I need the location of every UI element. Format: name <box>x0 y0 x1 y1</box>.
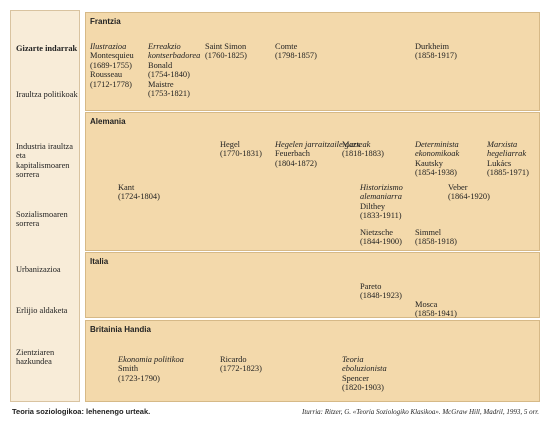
caption: Teoria soziologikoa: lehenengo urteak. <box>12 407 151 416</box>
school-label: alemaniarra <box>360 192 402 202</box>
entry-text: (1770-1831) <box>220 149 262 159</box>
entry-text: Feuerbach <box>275 149 310 159</box>
entry-text: (1723-1790) <box>118 373 160 383</box>
entry: Veber (1864-1920) <box>448 183 490 202</box>
school-label: kontserbadorea <box>148 51 201 61</box>
section-panel <box>85 12 540 111</box>
side-column <box>10 10 80 402</box>
section-title: Britainia Handia <box>90 325 151 334</box>
school-label: Historizismo <box>360 183 403 192</box>
school-label: Hegelen jarraitzaile gazteak <box>275 140 371 149</box>
side-label: Erlijio aldaketa <box>16 306 68 315</box>
entry: Ekonomia politikoa Smith (1723-1790) <box>118 355 184 383</box>
entry: Ricardo (1772-1823) <box>220 355 262 374</box>
entry-text: (1753-1821) <box>148 89 190 99</box>
entry-text: (1833-1911) <box>360 211 402 221</box>
side-label: Industria iraultza eta kapitalismoaren s… <box>16 142 73 180</box>
entry-text: (1724-1804) <box>118 192 160 202</box>
side-label: Urbanizazioa <box>16 265 61 274</box>
entry: Marx (1818-1883) <box>342 140 384 159</box>
entry-text: (1754-1840) <box>148 70 190 80</box>
entry: Nietzsche (1844-1900) <box>360 228 402 247</box>
entry-text: (1772-1823) <box>220 364 262 374</box>
school-label: eboluzionista <box>342 364 387 374</box>
section-title: Italia <box>90 257 109 266</box>
entry: Teoria eboluzionista Spencer (1820-1903) <box>342 355 387 393</box>
entry-text: Pareto <box>360 282 382 291</box>
entry-text: Dilthey <box>360 201 386 211</box>
entry-text: Hegel <box>220 140 240 149</box>
entry-text: (1858-1941) <box>415 309 457 319</box>
school-label: ekonomikoak <box>415 149 460 159</box>
entry: Pareto (1848-1923) <box>360 282 402 301</box>
entry: Simmel (1858-1918) <box>415 228 457 247</box>
entry-text: (1858-1917) <box>415 51 457 61</box>
entry: Hegelen jarraitzaile gazteak Feuerbach (18… <box>275 140 370 168</box>
entry: Durkheim (1858-1917) <box>415 42 457 61</box>
side-label: Zientziaren hazkundea <box>16 348 55 367</box>
school-label: Ilustrazioa <box>90 42 127 51</box>
entry-text: (1885-1971) <box>487 168 529 178</box>
entry: Ilustrazioa Montesquieu (1689-1755) Roussea… <box>90 42 134 89</box>
entry-text: (1760-1825) <box>205 51 247 61</box>
entry-text: Spencer <box>342 373 369 383</box>
entry-text: Marx <box>342 140 361 149</box>
school-label: Teoria <box>342 355 364 364</box>
side-label: Gizarte indarrak <box>16 44 78 53</box>
entry-text: (1858-1918) <box>415 237 457 247</box>
section-title: Frantzia <box>90 17 121 26</box>
entry-text: (1798-1857) <box>275 51 317 61</box>
section-panel <box>85 252 540 318</box>
entry: Determinista ekonomikoak Kautsky (1854-1938… <box>415 140 459 178</box>
entry-text: Nietzsche <box>360 228 394 237</box>
section-title: Alemania <box>90 117 126 126</box>
entry-text: (1854-1938) <box>415 168 457 178</box>
entry-text: Lukács <box>487 158 512 168</box>
entry-text: Durkheim <box>415 42 449 51</box>
entry: Historizismo alemaniarra Dilthey (1833-1911… <box>360 183 403 221</box>
source: Iturria: Ritzer, G. «Teoria Soziologiko … <box>302 408 539 416</box>
entry-text: Maistre <box>148 79 174 89</box>
entry: Saint Simon (1760-1825) <box>205 42 247 61</box>
entry-text: (1712-1778) <box>90 79 132 89</box>
side-label: Iraultza politikoak <box>16 90 78 99</box>
entry-text: (1689-1755) <box>90 60 132 70</box>
school-label: Determinista <box>415 140 459 149</box>
section-panel <box>85 112 540 251</box>
entry-text: Mosca <box>415 300 438 309</box>
side-label: Sozialismoaren sorrera <box>16 210 68 229</box>
entry-text: (1804-1872) <box>275 158 317 168</box>
entry-text: (1818-1883) <box>342 149 384 159</box>
school-label: Marxista <box>487 140 518 149</box>
entry-text: (1844-1900) <box>360 237 402 247</box>
school-label: Erreakzio <box>148 42 181 51</box>
entry: Hegel (1770-1831) <box>220 140 262 159</box>
entry: Mosca (1858-1941) <box>415 300 457 319</box>
entry-text: Smith <box>118 364 139 374</box>
section-panel <box>85 320 540 402</box>
entry-text: (1820-1903) <box>342 383 384 393</box>
entry-text: Rousseau <box>90 70 123 80</box>
entry-text: (1864-1920) <box>448 192 490 202</box>
entry-text: Bonald <box>148 60 173 70</box>
entry-text: Ricardo <box>220 355 247 364</box>
entry-text: Veber <box>448 183 468 192</box>
entry-text: Montesquieu <box>90 51 134 61</box>
entry: Kant (1724-1804) <box>118 183 160 202</box>
entry: Marxista hegeliarrak Lukács (1885-1971) <box>487 140 529 178</box>
entry-text: Kant <box>118 183 135 192</box>
entry-text: Simmel <box>415 228 442 237</box>
entry-text: Kautsky <box>415 158 443 168</box>
entry-text: Comte <box>275 42 298 51</box>
school-label: Ekonomia politikoa <box>118 355 184 364</box>
entry-text: Saint Simon <box>205 42 247 51</box>
entry-text: (1848-1923) <box>360 291 402 301</box>
entry: Erreakzio kontserbadorea Bonald (1754-1840)… <box>148 42 200 98</box>
school-label: hegeliarrak <box>487 149 527 159</box>
entry: Comte (1798-1857) <box>275 42 317 61</box>
